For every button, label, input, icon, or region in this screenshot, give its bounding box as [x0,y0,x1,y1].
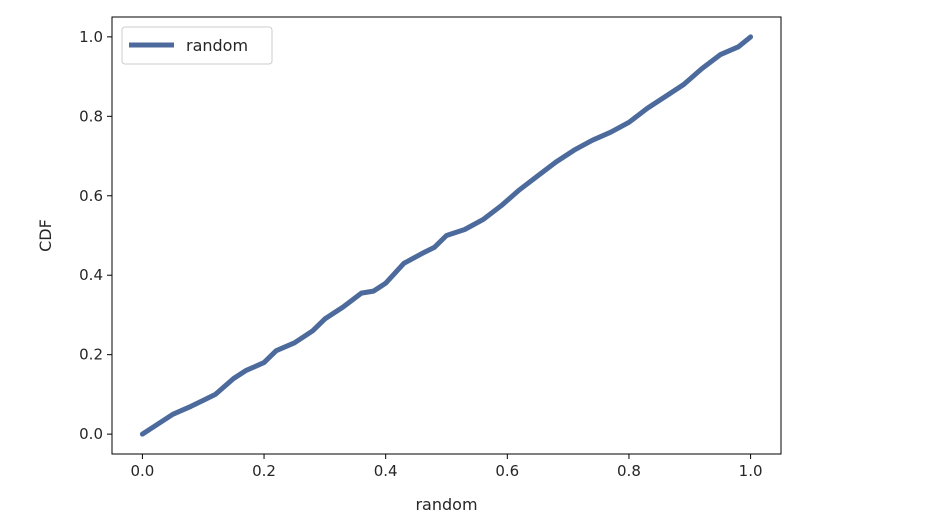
axes-frame [111,16,782,455]
x-axis-label: random [415,495,477,514]
y-axis: 0.0 0.2 0.4 0.6 0.8 1.0 [79,28,112,443]
y-axis-label: CDF [36,219,55,252]
x-tick-label: 0.4 [374,462,398,480]
x-tick-label: 0.0 [130,462,154,480]
x-tick-label: 0.2 [252,462,276,480]
y-tick-label: 0.6 [79,187,103,205]
x-axis: 0.0 0.2 0.4 0.6 0.8 1.0 [130,454,763,480]
y-tick-label: 0.0 [79,425,103,443]
series-line-random [139,34,754,437]
y-tick-label: 0.2 [79,346,103,364]
x-tick-label: 0.6 [495,462,519,480]
x-tick-label: 1.0 [739,462,763,480]
legend-box [121,26,273,65]
y-tick-label: 0.4 [79,266,103,284]
y-tick-label: 1.0 [79,28,103,46]
plot-area [139,34,754,437]
legend: random [121,26,273,65]
x-tick-label: 0.8 [617,462,641,480]
y-tick-label: 0.8 [79,107,103,125]
legend-label: random [186,36,248,55]
